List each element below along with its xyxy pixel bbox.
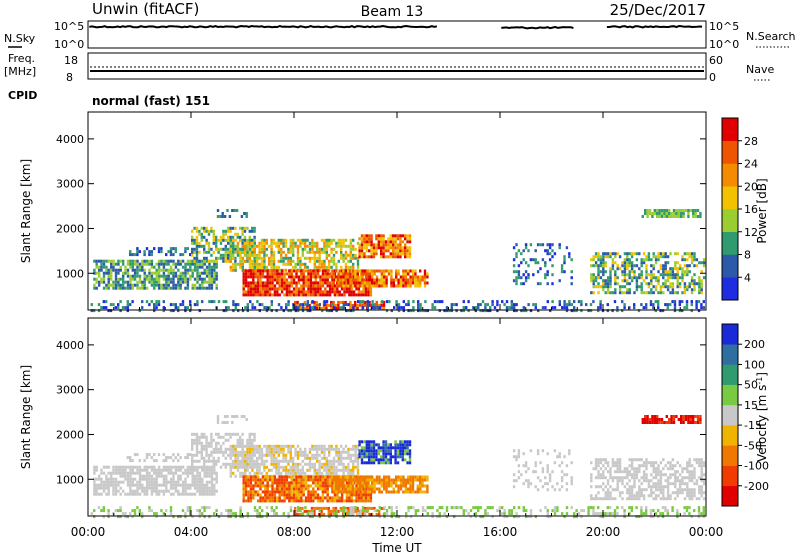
y-tick-label: 2000 [56, 428, 84, 441]
power-colorbar: 4 8 12 16 20 24 28 [721, 117, 758, 301]
colorbar-swatch [722, 445, 738, 466]
colorbar-tick-label: -200 [744, 480, 769, 493]
colorbar-tick-label: -100 [744, 460, 769, 473]
colorbar-tick-label: 200 [744, 338, 765, 351]
power-y-axis: 1000 2000 3000 4000 [56, 133, 706, 280]
y-tick-label: 2000 [56, 222, 84, 235]
y-tick-label: 4000 [56, 133, 84, 146]
colorbar-swatch [722, 277, 738, 301]
colorbar-tick-label: 28 [744, 135, 758, 148]
nave-tick-bottom: 0 [709, 71, 716, 84]
noise-right-tick-top: 10^5 [709, 20, 739, 33]
velocity-colorbar-label: Velocity [m s-1] [755, 372, 769, 462]
noise-right-tick-bottom: 10^0 [709, 38, 739, 51]
colorbar-swatch [722, 404, 738, 426]
y-tick-label: 3000 [56, 384, 84, 397]
freq-panel: Freq. [MHz] 18 8 60 0 Nave CPID normal (… [4, 52, 774, 108]
colorbar-swatch [722, 324, 738, 345]
noise-sky-trace [89, 24, 703, 30]
cpid-value: normal (fast) 151 [92, 94, 210, 108]
colorbar-swatch [722, 209, 738, 233]
colorbar-swatch [722, 163, 738, 187]
colorbar-tick-label: 16 [744, 203, 758, 216]
colorbar-swatch [722, 485, 738, 507]
y-tick-label: 1000 [56, 473, 84, 486]
station-title: Unwin (fitACF) [92, 0, 199, 18]
date-title: 25/Dec/2017 [610, 1, 706, 19]
power-colorbar-label: Power [dB] [755, 178, 769, 243]
freq-tick-top: 18 [64, 54, 78, 67]
colorbar-swatch [722, 140, 738, 164]
velocity-ylabel: Slant Range [km] [19, 365, 33, 469]
x-tick-label: 20:00 [586, 525, 621, 539]
x-tick-label: 04:00 [174, 525, 209, 539]
velocity-colorbar: 200 100 50 15 -15 -50 -100 -200 [721, 323, 769, 507]
x-tick-label: 00:00 [71, 525, 106, 539]
nave-tick-top: 60 [709, 54, 723, 67]
colorbar-swatch [722, 186, 738, 210]
cpid-label: CPID [8, 89, 37, 102]
x-tick-label: 12:00 [380, 525, 415, 539]
colorbar-swatch [722, 465, 738, 487]
colorbar-tick-label: -50 [744, 439, 762, 452]
x-tick-label: 00:00 [689, 525, 724, 539]
time-x-axis: 00:00 04:00 08:00 12:00 16:00 20:00 00:00 [71, 112, 724, 539]
colorbar-swatch [722, 384, 738, 406]
colorbar-tick-label: -15 [744, 419, 762, 432]
colorbar-swatch [722, 364, 738, 385]
y-tick-label: 3000 [56, 178, 84, 191]
freq-tick-bottom: 8 [66, 71, 73, 84]
colorbar-tick-label: 50 [744, 379, 758, 392]
colorbar-tick-label: 8 [744, 249, 751, 262]
noise-search-label: N.Search [746, 30, 796, 43]
colorbar-tick-label: 24 [744, 158, 758, 171]
colorbar-swatch [722, 231, 738, 255]
freq-unit-label: [MHz] [4, 65, 36, 78]
colorbar-swatch [722, 425, 738, 446]
x-tick-label: 08:00 [277, 525, 312, 539]
power-heatmap-cells [90, 209, 706, 313]
colorbar-tick-label: 15 [744, 399, 758, 412]
colorbar-tick-label: 4 [744, 271, 751, 284]
colorbar-swatch [722, 344, 738, 365]
noise-left-tick-top: 10^5 [54, 20, 84, 33]
power-ylabel: Slant Range [km] [19, 159, 33, 263]
velocity-heatmap-cells [90, 415, 706, 519]
colorbar-swatch [722, 254, 738, 278]
x-tick-label: 16:00 [483, 525, 518, 539]
colorbar-tick-label: 100 [744, 358, 765, 371]
velocity-y-axis: 1000 2000 3000 4000 [56, 339, 706, 486]
noise-panel: N.Sky 10^5 10^0 10^5 10^0 N.Search [4, 20, 796, 51]
time-xlabel: Time UT [371, 541, 422, 554]
velocity-panel: Slant Range [km] 1000 2000 3000 4000 200 100… [19, 317, 769, 519]
beam-title: Beam 13 [361, 4, 424, 20]
power-panel: Slant Range [km] 1000 2000 3000 4000 4 8 12 16… [19, 111, 769, 313]
nave-label: Nave [746, 63, 774, 76]
y-tick-label: 1000 [56, 267, 84, 280]
colorbar-swatch [722, 118, 738, 142]
colorbar-tick-label: 12 [744, 226, 758, 239]
noise-sky-label: N.Sky [4, 32, 36, 45]
noise-left-tick-bottom: 10^0 [54, 38, 84, 51]
y-tick-label: 4000 [56, 339, 84, 352]
colorbar-tick-label: 20 [744, 180, 758, 193]
freq-label: Freq. [8, 52, 35, 65]
